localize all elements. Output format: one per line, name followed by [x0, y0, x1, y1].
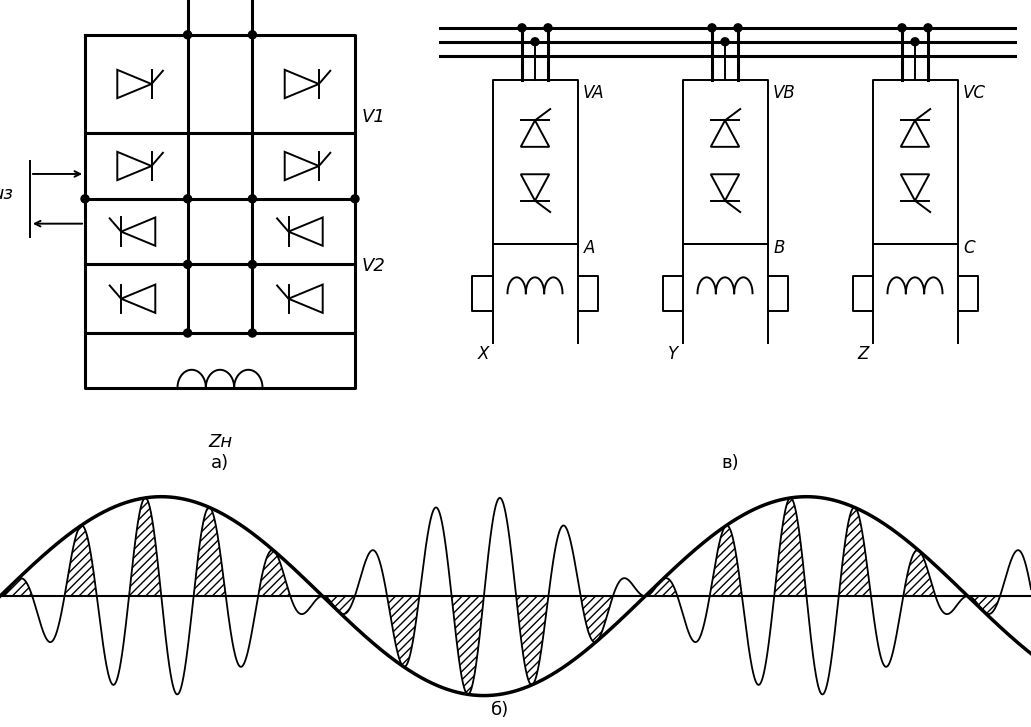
Circle shape	[518, 24, 526, 32]
Text: Y: Y	[667, 345, 677, 363]
Circle shape	[708, 24, 716, 32]
Text: a): a)	[211, 454, 229, 472]
Text: VA: VA	[583, 84, 604, 103]
Circle shape	[184, 31, 192, 39]
Text: VC: VC	[963, 84, 986, 103]
Text: A: A	[584, 238, 595, 257]
Text: в): в)	[722, 454, 739, 472]
Circle shape	[911, 38, 919, 46]
Text: B: B	[773, 238, 785, 257]
Circle shape	[184, 195, 192, 203]
Circle shape	[351, 195, 359, 203]
Text: Zн: Zн	[208, 433, 232, 451]
Text: C: C	[964, 238, 975, 257]
Circle shape	[184, 329, 192, 337]
Circle shape	[248, 329, 257, 337]
Text: б): б)	[491, 701, 509, 719]
Text: VB: VB	[772, 84, 795, 103]
Circle shape	[734, 24, 742, 32]
Text: Z: Z	[858, 345, 869, 363]
Text: V1: V1	[362, 108, 386, 126]
Circle shape	[248, 260, 257, 268]
Circle shape	[184, 260, 192, 268]
Circle shape	[81, 195, 89, 203]
Circle shape	[248, 31, 257, 39]
Circle shape	[531, 38, 539, 46]
Text: V2: V2	[362, 257, 386, 275]
Circle shape	[898, 24, 906, 32]
Circle shape	[544, 24, 552, 32]
Text: X: X	[477, 345, 489, 363]
Circle shape	[721, 38, 729, 46]
Text: uз: uз	[0, 185, 13, 203]
Circle shape	[924, 24, 932, 32]
Circle shape	[248, 195, 257, 203]
